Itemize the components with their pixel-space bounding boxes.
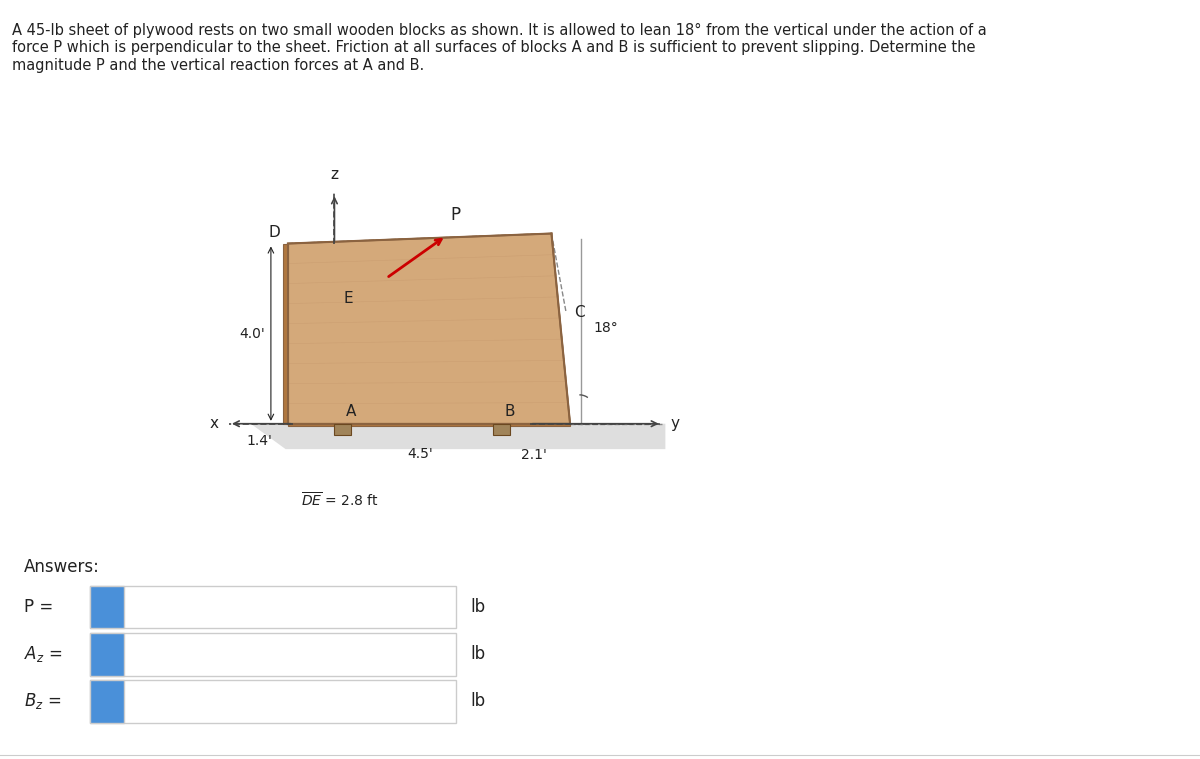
Text: $A_z$ =: $A_z$ = — [24, 644, 62, 664]
Text: 18°: 18° — [593, 321, 618, 335]
Text: lb: lb — [470, 598, 486, 616]
Polygon shape — [288, 234, 570, 424]
Text: Answers:: Answers: — [24, 558, 100, 576]
Text: 4.5': 4.5' — [407, 447, 432, 461]
Text: x: x — [209, 416, 218, 431]
Text: 4.0': 4.0' — [239, 326, 265, 341]
Text: i: i — [104, 694, 109, 708]
Text: z: z — [330, 167, 338, 182]
Text: D: D — [269, 225, 281, 240]
Polygon shape — [288, 424, 570, 426]
Polygon shape — [492, 424, 510, 435]
Text: B: B — [505, 404, 516, 419]
Text: P: P — [451, 206, 461, 223]
Text: A 45-lb sheet of plywood rests on two small wooden blocks as shown. It is allowe: A 45-lb sheet of plywood rests on two sm… — [12, 23, 986, 73]
Text: i: i — [104, 600, 109, 614]
Text: P =: P = — [24, 598, 53, 616]
Text: 1.4': 1.4' — [246, 434, 272, 449]
Text: E: E — [343, 291, 353, 307]
Polygon shape — [334, 424, 350, 435]
Text: A: A — [346, 404, 356, 419]
Text: i: i — [104, 647, 109, 661]
Text: C: C — [574, 305, 584, 320]
Text: $\overline{DE}$ = 2.8 ft: $\overline{DE}$ = 2.8 ft — [301, 492, 379, 510]
Text: y: y — [671, 416, 679, 431]
Polygon shape — [251, 424, 665, 449]
Text: 2.1': 2.1' — [522, 448, 547, 461]
Text: lb: lb — [470, 692, 486, 710]
Polygon shape — [282, 244, 288, 424]
Text: $B_z$ =: $B_z$ = — [24, 691, 61, 711]
Text: lb: lb — [470, 645, 486, 663]
